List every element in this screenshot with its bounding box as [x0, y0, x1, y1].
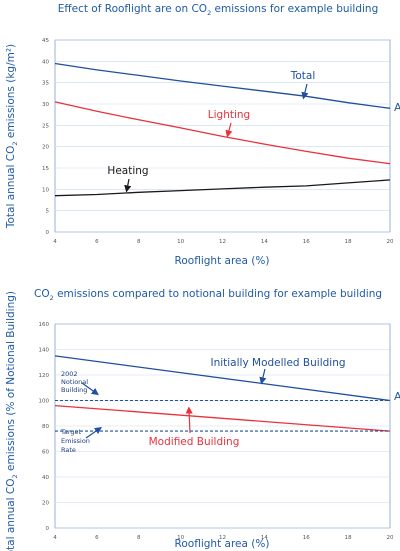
chart-2-arrow-modified	[185, 406, 193, 434]
chart-1-label-lighting: Lighting	[208, 109, 250, 121]
y-tick-label: 10	[42, 187, 49, 193]
chart-1-y-ticks: 0 5 10 15 20 25 30 35 40 45	[42, 38, 50, 236]
y-tick-label: 0	[46, 230, 50, 236]
chart-2-arrow-target	[85, 426, 102, 439]
chart-2-y-ticks: 0 20 40 60 80 100 120 140 160	[39, 322, 50, 532]
x-tick-label: 12	[219, 535, 226, 541]
chart-2-y-axis-label: Total annual CO2 emissions (% of Notiona…	[5, 291, 19, 551]
series-line-total	[54, 62, 391, 109]
y-tick-label: 60	[42, 450, 49, 456]
y-tick-label: 20	[42, 145, 49, 151]
chart-2-arrow-initially-modelled	[259, 368, 267, 385]
chart-2-series	[54, 355, 391, 432]
chart-1-label-heating: Heating	[107, 165, 148, 177]
chart-2-x-ticks: 4 6 8 10 12 14 16 18 20	[53, 535, 394, 541]
chart-2-label-notional-line-3: Building	[61, 386, 87, 394]
chart-2: CO2 emissions compared to notional build…	[5, 288, 400, 551]
chart-1-y-axis-label: Total annual CO2 emissions (kg/m²)	[5, 44, 19, 229]
y-tick-label: 0	[46, 526, 50, 532]
chart-2-x-axis-label: Rooflight area (%)	[175, 538, 270, 550]
x-tick-label: 8	[137, 535, 141, 541]
x-tick-label: 8	[137, 239, 141, 245]
chart-2-label-target-line-1: Target	[60, 428, 82, 436]
y-tick-label: 140	[39, 348, 50, 354]
chart-2-label-a: A	[394, 390, 400, 403]
series-line-heating	[54, 179, 391, 197]
y-tick-label: 15	[42, 166, 49, 172]
series-line-modified-building	[54, 404, 391, 432]
chart-2-label-target-line-2: Emission	[61, 437, 90, 445]
x-tick-label: 16	[303, 239, 310, 245]
y-tick-label: 25	[42, 123, 49, 129]
chart-2-label-modified: Modified Building	[149, 436, 240, 448]
x-tick-label: 6	[95, 535, 99, 541]
x-tick-label: 20	[387, 239, 394, 245]
chart-2-label-initially-modelled: Initially Modelled Building	[210, 357, 345, 369]
series-line-initially-modelled-building	[54, 355, 391, 402]
x-tick-label: 10	[177, 239, 184, 245]
chart-2-label-notional-line-1: 2002	[61, 370, 78, 378]
x-tick-label: 14	[261, 239, 268, 245]
chart-1-arrow-heating	[124, 178, 132, 193]
chart-1-title: Effect of Rooflight are on CO2 emissions…	[58, 3, 379, 17]
chart-2-label-notional-line-2: Notional	[61, 378, 88, 386]
y-tick-label: 5	[46, 209, 50, 215]
x-tick-label: 18	[345, 535, 352, 541]
chart-1-x-ticks: 4 6 8 10 12 14 16 18 20	[53, 239, 394, 245]
x-tick-label: 18	[345, 239, 352, 245]
chart-1-gridlines	[55, 39, 390, 233]
x-tick-label: 4	[53, 535, 57, 541]
chart-2-label-target-line-3: Rate	[61, 446, 76, 454]
x-tick-label: 16	[303, 535, 310, 541]
y-tick-label: 30	[42, 102, 49, 108]
chart-1-arrow-total	[301, 83, 309, 100]
chart-1-series	[54, 62, 391, 197]
y-tick-label: 35	[42, 81, 49, 87]
chart-1-arrow-lighting	[225, 122, 233, 138]
y-tick-label: 20	[42, 501, 49, 507]
chart-1-label-total: Total	[290, 70, 316, 82]
chart-1-x-axis-label: Rooflight area (%)	[175, 255, 270, 267]
y-tick-label: 160	[39, 322, 50, 328]
y-tick-label: 40	[42, 59, 49, 65]
x-tick-label: 12	[219, 239, 226, 245]
y-tick-label: 100	[39, 399, 50, 405]
y-tick-label: 80	[42, 424, 49, 430]
chart-1: Effect of Rooflight are on CO2 emissions…	[5, 3, 400, 267]
x-tick-label: 6	[95, 239, 99, 245]
chart-2-arrow-notional	[81, 382, 99, 396]
x-tick-label: 14	[261, 535, 268, 541]
y-tick-label: 40	[42, 475, 49, 481]
x-tick-label: 10	[177, 535, 184, 541]
y-tick-label: 120	[39, 373, 50, 379]
x-tick-label: 20	[387, 535, 394, 541]
series-line-lighting	[54, 101, 391, 165]
chart-2-title: CO2 emissions compared to notional build…	[34, 288, 382, 302]
chart-1-label-a: A	[394, 101, 400, 114]
x-tick-label: 4	[53, 239, 57, 245]
y-tick-label: 45	[42, 38, 49, 44]
